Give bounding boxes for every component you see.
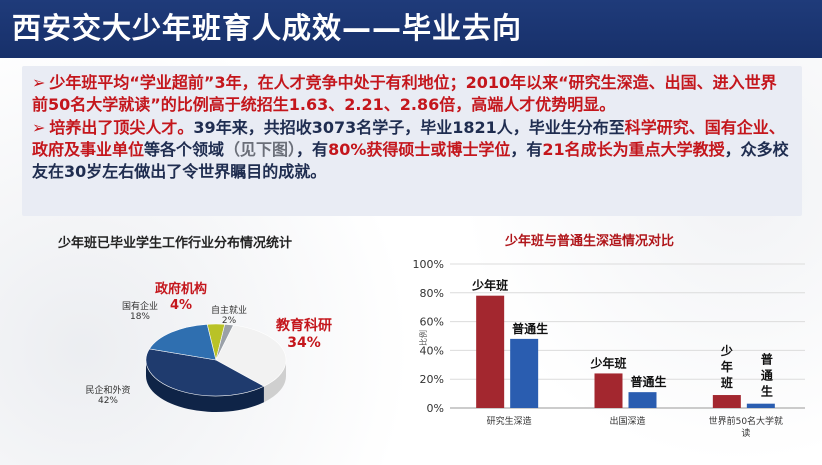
x-tick-label: 世界前50名大学就 (709, 415, 783, 427)
bar-gifted (476, 295, 505, 408)
bar-chart-panel: 少年班与普通生深造情况对比 0% 20% 40% 60% 80% 100% 比例 少年班 普通生… (410, 228, 812, 460)
pie-chart-title: 少年班已毕业学生工作行业分布情况统计 (58, 236, 293, 251)
bar-series-label: 少年班 (471, 278, 508, 293)
pie-slice (145, 348, 265, 397)
pie-slice (215, 323, 234, 361)
bullet-2-segment: （见下图） (224, 140, 297, 159)
bullet-1: ➢ 少年班平均“学业超前”3年，在人才竞争中处于有利地位；2010年以来“研究生深… (32, 72, 792, 116)
bar-series-label: 普通生 (512, 321, 548, 336)
bar-series-label: 普通生 (630, 374, 666, 389)
bar-series-label: 年 (721, 359, 733, 374)
bullet-2-segment: 21名成长为重点大学教授 (542, 140, 725, 159)
pie-slice-side (263, 360, 286, 403)
bar-regular (628, 392, 657, 408)
bar-chart: 0%20%40%60%80%100%比例少年班普通生研究生深造少年班普通生出国深… (413, 258, 805, 439)
slide-title: 西安交大少年班育人成效——毕业去向 (12, 11, 523, 45)
pie-label-education: 教育科研 34% (276, 318, 332, 351)
y-tick-label: 100% (413, 258, 444, 271)
bar-gifted (712, 395, 741, 408)
bar-series-label: 班 (721, 375, 733, 390)
bar-series-label: 通 (761, 368, 773, 383)
y-tick-label: 60% (420, 316, 444, 329)
bar-series-label: 少年班 (589, 355, 626, 370)
pie-slice-side (146, 360, 264, 412)
bullet-2-segment: 80%获得硕士或博士学位 (328, 140, 511, 159)
y-tick-label: 40% (420, 344, 444, 357)
y-tick-label: 0% (427, 402, 444, 415)
pie-label-state-owned: 国有企业 18% (121, 302, 158, 322)
bar-regular (510, 338, 539, 408)
title-bar: 西安交大少年班育人成效——毕业去向 (0, 0, 822, 58)
pie-chart (145, 323, 287, 412)
pie-slice (148, 323, 217, 361)
x-tick-label: 研究生深造 (487, 415, 532, 427)
bullet-1-segment: 少年班平均“学业超前”3年，在人才竞争中处于有利地位；2010年以来“研究生深造… (32, 73, 777, 114)
bullet-marker: ➢ (32, 73, 46, 92)
bullet-2-segment: 等各个领域 (144, 140, 225, 159)
bullet-2-segment: ，有 (296, 140, 329, 159)
pie-label-government: 政府机构 4% (154, 282, 207, 313)
bar-gifted (594, 373, 623, 408)
bullet-2: ➢ 培养出了顶尖人才。39年来，共招收3073名学子，毕业1821人，毕业生分布至… (32, 117, 792, 183)
x-tick-label: 出国深造 (609, 415, 645, 427)
bullet-2-segment: 科学研究、国有企业、政府及事业单位 (32, 118, 785, 159)
bullet-2-segment: 培养出了顶尖人才。 (49, 118, 194, 137)
pie-label-self-employed: 自主就业 2% (210, 306, 247, 326)
bar-series-label: 生 (761, 384, 773, 399)
bar-series-label: 普 (761, 352, 773, 367)
pie-slice (215, 324, 287, 387)
y-tick-label: 20% (420, 373, 444, 386)
bullet-2-segment: ，众多校友在30岁左右做出了令世界瞩目的成就。 (32, 140, 789, 181)
bullet-marker: ➢ (32, 118, 46, 137)
summary-textbox: ➢ 少年班平均“学业超前”3年，在人才竞争中处于有利地位；2010年以来“研究生深… (22, 66, 802, 216)
bar-chart-title: 少年班与普通生深造情况对比 (505, 234, 675, 249)
y-tick-label: 80% (420, 287, 444, 300)
bar-series-label: 少 (720, 343, 733, 358)
bullet-2-segment: ，有 (510, 140, 543, 159)
pie-chart-panel: 少年班已毕业学生工作行业分布情况统计 政府机构 4% 教育科研 34% 国有企业 18… (36, 230, 386, 460)
x-tick-label: 读 (741, 427, 750, 439)
pie-label-private-foreign: 民企和外资 42% (85, 386, 131, 406)
y-axis-label: 比例 (418, 330, 428, 346)
bullet-2-segment: 39年来，共招收3073名学子，毕业1821人，毕业生分布至 (193, 118, 625, 137)
bar-regular (746, 403, 775, 408)
